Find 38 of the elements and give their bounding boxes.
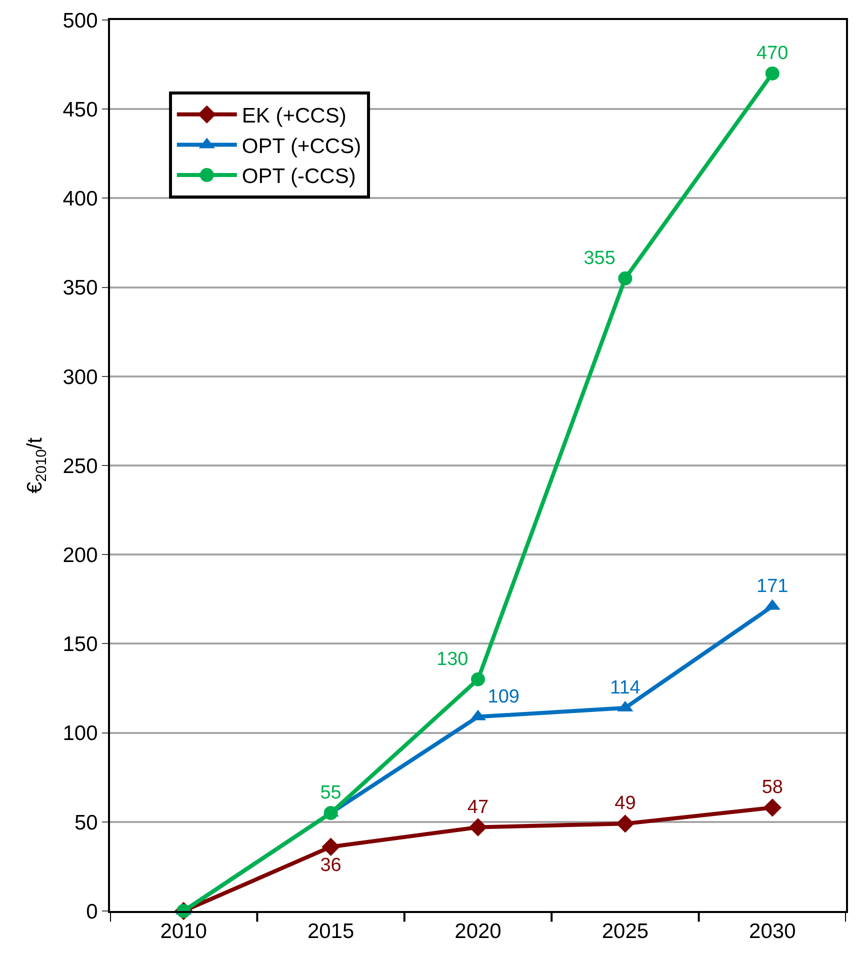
x-tick-label: 2020 — [454, 920, 502, 944]
legend-label: EK (+CCS) — [242, 104, 346, 128]
data-label: 36 — [320, 854, 342, 876]
point — [616, 814, 634, 833]
data-label: 171 — [756, 576, 788, 597]
point — [324, 806, 338, 820]
y-tick-label: 400 — [62, 188, 98, 211]
y-tick-label: 300 — [62, 366, 98, 389]
legend-label: OPT (+CCS) — [242, 134, 362, 158]
x-tick-label: 2030 — [749, 920, 796, 944]
point — [763, 798, 782, 817]
x-tick-label: 2015 — [307, 920, 354, 944]
legend-label: OPT (-CCS) — [242, 165, 356, 188]
data-label: 55 — [320, 782, 342, 804]
data-label: 47 — [467, 796, 489, 818]
y-tick-label: 250 — [62, 454, 98, 478]
y-tick-label: 200 — [62, 544, 98, 567]
point — [765, 66, 780, 80]
y-tick-label: 100 — [62, 722, 98, 746]
point — [618, 271, 632, 286]
y-tick-label: 500 — [62, 9, 98, 32]
y-tick-label: 0 — [86, 900, 98, 924]
data-label: 114 — [610, 677, 641, 698]
y-tick-label: 350 — [62, 276, 98, 300]
data-label: 470 — [756, 42, 788, 64]
y-tick-label: 450 — [62, 98, 98, 122]
point — [471, 672, 485, 686]
data-label: 355 — [584, 248, 616, 269]
y-tick-label: 50 — [74, 811, 98, 834]
x-tick-label: 2010 — [160, 920, 207, 944]
data-label: 130 — [436, 648, 468, 670]
x-tick-label: 2025 — [602, 920, 649, 944]
data-label: 58 — [762, 777, 783, 798]
data-label: 49 — [614, 793, 636, 814]
point — [322, 838, 340, 856]
y-tick-label: 150 — [62, 633, 98, 656]
point — [468, 818, 488, 836]
data-label: 109 — [488, 686, 520, 708]
